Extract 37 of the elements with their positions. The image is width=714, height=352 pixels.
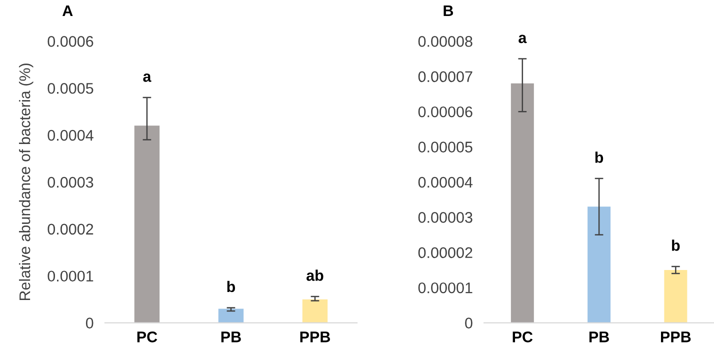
x-tick-label: PC <box>512 332 533 342</box>
annotation: b <box>227 280 236 292</box>
bar <box>510 83 534 323</box>
y-tick-label: 0.00002 <box>418 247 472 258</box>
y-tick-label: 0.00008 <box>418 36 472 47</box>
y-tick-label: 0.0002 <box>48 224 94 235</box>
bar <box>218 308 244 323</box>
x-tick-label: PB <box>589 332 609 342</box>
y-tick-label: 0.00007 <box>418 71 472 82</box>
y-axis-title: Relative abundance of bacteria (%) <box>18 64 34 300</box>
y-tick-label: 0.0005 <box>48 82 94 94</box>
y-tick-label: 0.00004 <box>418 176 473 188</box>
y-tick-label: 0 <box>465 318 472 328</box>
y-tick-label: 0.00006 <box>418 106 472 118</box>
x-tick-label: PC <box>137 332 158 342</box>
annotation: ab <box>306 270 324 281</box>
y-tick-label: 0.0003 <box>48 176 94 188</box>
x-tick-label: PPB <box>300 332 330 342</box>
bar <box>134 126 160 323</box>
chart-title: A <box>62 5 73 16</box>
x-tick-label: PPB <box>660 332 691 342</box>
bar <box>302 299 328 323</box>
bar <box>588 206 611 323</box>
x-tick-label: PB <box>221 332 241 342</box>
y-tick-label: 0.0001 <box>48 270 94 282</box>
annotation: b <box>595 152 604 163</box>
y-tick-label: 0.0004 <box>48 130 94 141</box>
annotation: a <box>143 74 152 82</box>
y-tick-label: 0 <box>86 318 94 328</box>
y-tick-label: 0.0006 <box>48 36 94 47</box>
bar <box>664 270 688 323</box>
chart-title: B <box>444 5 454 16</box>
y-tick-label: 0.00001 <box>418 282 472 294</box>
annotation: a <box>518 34 527 44</box>
y-tick-label: 0.00003 <box>418 212 472 223</box>
y-tick-label: 0.00005 <box>418 142 472 152</box>
annotation: b <box>672 240 680 251</box>
